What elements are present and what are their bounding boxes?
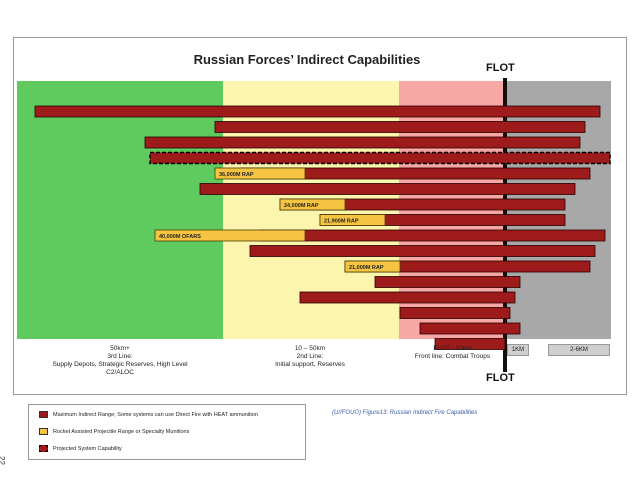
rap-bar — [319, 214, 386, 226]
band-range: FLOT - 10km — [433, 345, 472, 352]
max-range-bar — [434, 338, 506, 350]
max-range-bar — [419, 322, 521, 335]
max-range-bar — [199, 183, 576, 195]
band-desc: Supply Depots, Strategic Reserves, High … — [52, 361, 188, 376]
legend-swatch-yellow — [39, 428, 48, 435]
legend-swatch-red — [39, 411, 48, 418]
rap-bar-label: 40,000M OFARS — [159, 234, 201, 240]
legend: Maximum Indirect Range; Some systems can… — [28, 404, 306, 460]
page-number: 22 — [0, 456, 6, 465]
band-range: 50km+ — [110, 345, 130, 352]
band-line: 2nd Line: — [296, 353, 324, 360]
band-label-front-line: FLOT - 10km Front line: Combat Troops — [405, 345, 500, 361]
legend-swatch-dashed — [39, 445, 48, 452]
chart-title: Russian Forces’ Indirect Capabilities — [193, 52, 421, 67]
max-range-bar — [259, 229, 606, 242]
third-line-zone — [17, 81, 223, 339]
rap-bar — [154, 229, 306, 242]
max-range-bar — [149, 151, 611, 165]
max-range-bar — [299, 291, 516, 304]
rap-bar — [344, 260, 401, 273]
rap-bar-label: 36,000M RAP — [219, 172, 254, 178]
flot-label-bottom: FLOT — [486, 372, 515, 384]
max-range-bar — [249, 245, 596, 257]
band-label-third-line: 50km+ 3rd Line: Supply Depots, Strategic… — [40, 345, 200, 377]
flot-label-top: FLOT — [486, 62, 515, 74]
band-desc: Initial support, Reserves — [275, 361, 345, 368]
rap-bar — [279, 198, 346, 211]
rap-bar-label: 21,000M RAP — [349, 265, 384, 271]
rap-bar-label: 21,900M RAP — [324, 219, 359, 225]
band-line: 3rd Line: — [107, 353, 133, 360]
max-range-bar — [399, 307, 511, 319]
band-range: 10 – 50km — [294, 345, 326, 352]
band-desc: Front line: Combat Troops — [414, 353, 491, 360]
rap-bar-label: 24,000M RAP — [284, 203, 319, 209]
band-label-second-line: 10 – 50km 2nd Line: Initial support, Res… — [240, 345, 380, 369]
km-box-2-6km: 2-6KM — [548, 344, 610, 356]
max-range-bar — [34, 105, 601, 118]
km-box-1km: 1KM — [507, 344, 529, 356]
max-range-bar — [144, 136, 581, 149]
max-range-bar — [214, 121, 586, 133]
max-range-bar — [374, 276, 521, 288]
rap-bar — [214, 167, 306, 180]
figure-caption: (U//FOUO) Figure13: Russian Indirect Fir… — [332, 410, 478, 416]
